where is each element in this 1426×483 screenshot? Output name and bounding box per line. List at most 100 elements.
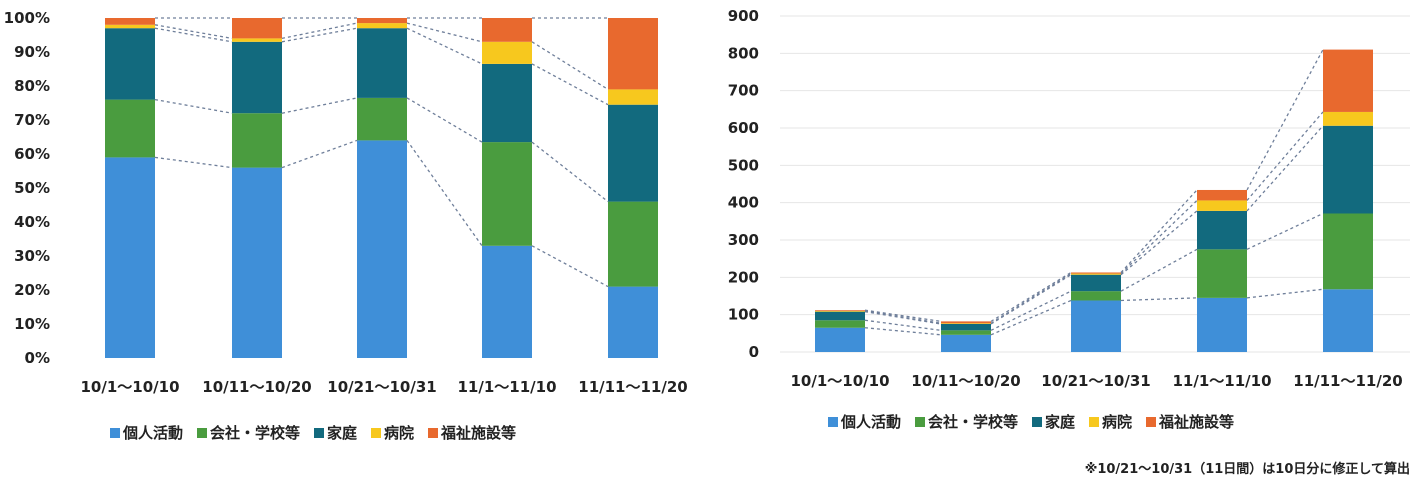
x-tick-label: 11/1～11/10 — [457, 378, 556, 396]
bar-segment — [232, 41, 282, 114]
y-tick-label: 100 — [728, 306, 759, 324]
series-connector — [406, 27, 483, 65]
series-connector — [281, 139, 358, 169]
y-tick-label: 70% — [14, 111, 50, 129]
bar-segment — [1197, 200, 1247, 211]
series-connector — [1246, 125, 1324, 212]
bar-segment — [1071, 273, 1121, 275]
legend-label: 病院 — [384, 424, 414, 442]
bar-segment — [232, 167, 282, 358]
bar-segment — [1197, 249, 1247, 298]
series-connector — [531, 63, 609, 106]
series-connector — [154, 98, 233, 114]
legend-swatch — [915, 417, 925, 427]
bar-segment — [1323, 289, 1373, 352]
x-tick-label: 11/11～11/20 — [1293, 372, 1402, 390]
series-connector — [1120, 199, 1198, 275]
y-tick-label: 600 — [728, 119, 759, 137]
bar-segment — [1071, 300, 1121, 352]
legend-swatch — [371, 428, 381, 438]
series-connector — [1120, 297, 1198, 302]
series-connector — [864, 309, 942, 323]
bar-segment — [815, 310, 865, 312]
bar-segment — [482, 63, 532, 143]
y-tick-label: 300 — [728, 231, 759, 249]
y-tick-label: 10% — [14, 315, 50, 333]
series-connector — [154, 24, 233, 40]
bar-segment — [608, 104, 658, 202]
bar-segment — [482, 142, 532, 246]
legend-label: 病院 — [1102, 413, 1132, 431]
chart-2: 0 100 200 300 400 500 600 700 800 900 10/1～10/10 10… — [728, 7, 1410, 431]
bar-segment — [941, 324, 991, 331]
bar-segment — [482, 18, 532, 42]
series-connector — [531, 141, 609, 203]
bar-segment — [1197, 189, 1247, 201]
series-connector — [990, 299, 1072, 336]
bar-segment — [941, 334, 991, 352]
bar-segment — [608, 89, 658, 105]
bar-segment — [1323, 49, 1373, 112]
series-connector — [406, 22, 483, 43]
y-tick-label: 500 — [728, 156, 759, 174]
legend-swatch — [1089, 417, 1099, 427]
series-connector — [990, 273, 1072, 324]
footnote: ※10/21～10/31（11日間）は10日分に修正して算出 — [1084, 462, 1410, 477]
series-connector — [1120, 189, 1198, 273]
bar-segment — [105, 18, 155, 25]
legend-swatch — [110, 428, 120, 438]
legend-swatch — [828, 417, 838, 427]
bar-segment — [1197, 210, 1247, 250]
legend-swatch — [314, 428, 324, 438]
bar-segment — [1323, 125, 1373, 214]
y-tick-label: 40% — [14, 213, 50, 231]
y-tick-label: 20% — [14, 281, 50, 299]
bar-segment — [608, 286, 658, 358]
legend-label: 個人活動 — [122, 424, 183, 442]
bar-segment — [815, 311, 865, 321]
bar-segment — [815, 310, 865, 311]
series-connector — [1246, 288, 1324, 299]
series-connector — [154, 27, 233, 43]
y-tick-label: 700 — [728, 82, 759, 100]
bar-segment — [941, 330, 991, 335]
series-connector — [406, 97, 483, 143]
bar-segment — [357, 18, 407, 24]
legend-swatch — [197, 428, 207, 438]
y-tick-label: 60% — [14, 145, 50, 163]
series-connector — [864, 327, 942, 336]
bar-segment — [1071, 291, 1121, 301]
series-connector — [1120, 210, 1198, 276]
x-tick-label: 11/1～11/10 — [1172, 372, 1271, 390]
bar-segment — [357, 140, 407, 358]
y-tick-label: 0% — [25, 349, 50, 367]
bar-segment — [482, 245, 532, 358]
bar-segment — [1071, 272, 1121, 274]
bar-segment — [815, 327, 865, 352]
bar-segment — [815, 320, 865, 328]
y-tick-label: 90% — [14, 43, 50, 61]
series-connector — [864, 319, 942, 331]
bar-segment — [941, 323, 991, 324]
x-tick-label: 10/11～10/20 — [202, 378, 311, 396]
series-connector — [281, 97, 358, 114]
bar-segment — [232, 18, 282, 39]
legend-label: 福祉施設等 — [1158, 413, 1234, 431]
series-connector — [281, 27, 358, 43]
series-connector — [1246, 49, 1324, 191]
y-tick-label: 50% — [14, 179, 50, 197]
x-tick-label: 10/21～10/31 — [1041, 372, 1150, 390]
bar-segment — [608, 18, 658, 90]
legend-label: 個人活動 — [840, 413, 901, 431]
x-tick-label: 10/1～10/10 — [790, 372, 889, 390]
series-connector — [406, 140, 483, 247]
legend-label: 会社・学校等 — [210, 424, 300, 442]
series-connector — [1246, 111, 1324, 201]
series-connector — [990, 271, 1072, 322]
x-tick-label: 10/1～10/10 — [80, 378, 179, 396]
bar-segment — [105, 24, 155, 29]
bar-segment — [357, 23, 407, 29]
bar-segment — [232, 38, 282, 42]
bar-segment — [357, 97, 407, 141]
